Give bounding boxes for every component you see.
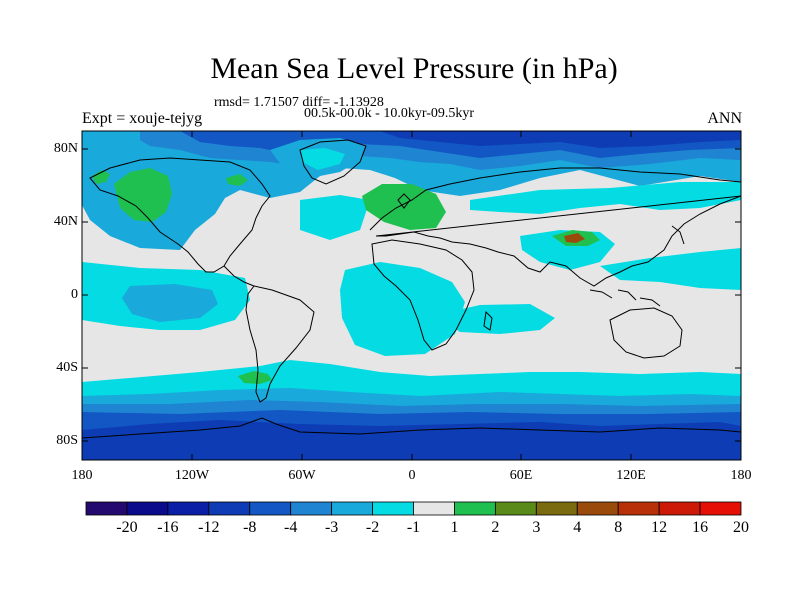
colorbar-swatch [85, 501, 128, 516]
lon-label-180e: 180 [730, 468, 752, 483]
colorbar-tick-label: 16 [692, 519, 709, 536]
colorbar-swatch [699, 501, 742, 516]
colorbar-tick-label: -12 [198, 519, 220, 536]
colorbar-tick-label: -16 [157, 519, 179, 536]
colorbar-swatch [658, 501, 701, 516]
coast-africa [371, 239, 475, 351]
field-n-atlantic-slight [300, 195, 370, 240]
field-eurasia-slight [470, 182, 741, 214]
pressure-field [82, 131, 741, 460]
colorbar-tick-label: -8 [243, 519, 257, 536]
coastlines [82, 139, 741, 439]
lat-label-0: 0 [71, 287, 78, 302]
colorbar-tick-label: -2 [365, 519, 380, 536]
lon-label-180w: 180 [71, 468, 93, 483]
coast-central-america [223, 265, 255, 287]
coast-greenland [299, 139, 367, 185]
colorbar-swatch [576, 501, 619, 516]
period-text: 00.5k-00.0k - 10.0kyr-09.5kyr [304, 106, 475, 121]
lon-label-0: 0 [408, 468, 416, 483]
season-label: ANN [707, 110, 742, 127]
field-greenland-slight [300, 148, 345, 170]
colorbar-swatch [290, 501, 333, 516]
field-antarctic-strong [82, 420, 741, 460]
colorbar-swatch [372, 501, 414, 516]
map-title: Mean Sea Level Pressure (in hPa) [210, 52, 618, 85]
colorbar-swatch [494, 501, 537, 516]
coast-europe-asia [369, 167, 741, 287]
field-pos-n-america [114, 168, 172, 222]
colorbar-swatch [249, 501, 292, 516]
coast-japan [671, 225, 685, 245]
field-pos-alaska-small [92, 170, 110, 184]
colorbar-swatch [331, 501, 373, 516]
lon-label-60e: 60E [509, 468, 533, 483]
lon-label-120e: 120E [616, 468, 646, 483]
field-pos-tibet-core [564, 233, 585, 243]
coast-se-asia-islands [589, 289, 661, 307]
lat-label-80s: 80S [56, 433, 78, 448]
colorbar-tick-label: 4 [573, 519, 582, 536]
field-pos-europe [362, 184, 446, 230]
lat-label-80n: 80N [53, 141, 78, 156]
field-pos-canada-small [226, 174, 248, 186]
colorbar-tick-label: 20 [733, 519, 749, 536]
coast-australia [609, 307, 683, 359]
colorbar-tick-label: -1 [406, 519, 421, 536]
colorbar-swatch [413, 501, 455, 516]
colorbar [85, 501, 742, 516]
field-pos-s-pacific [238, 371, 272, 384]
colorbar-tick-label: 8 [614, 519, 623, 536]
colorbar-tick-label: 12 [651, 519, 668, 536]
colorbar-tick-label: 1 [450, 519, 459, 536]
colorbar-swatch [454, 501, 496, 516]
coast-antarctica [82, 417, 741, 439]
lat-label-40s: 40S [56, 360, 78, 375]
colorbar-swatch [167, 501, 210, 516]
coast-uk [397, 193, 411, 209]
coast-north-america [89, 157, 271, 273]
field-n-pacific-slight [600, 248, 741, 290]
coast-madagascar [483, 310, 493, 331]
field-tropical-pacific-weak [122, 284, 218, 322]
colorbar-swatch [617, 501, 660, 516]
colorbar-swatch [126, 501, 169, 516]
axis-ticks [81, 131, 742, 460]
field-arctic-strong [380, 131, 741, 148]
stats-text: rmsd= 1.71507 diff= -1.13928 [214, 95, 384, 110]
colorbar-tick-label: -3 [324, 519, 339, 536]
lon-label-120w: 120W [174, 468, 210, 483]
lon-label-60w: 60W [288, 468, 316, 483]
coast-south-america [245, 285, 315, 403]
colorbar-swatch [535, 501, 578, 516]
colorbar-swatch [208, 501, 251, 516]
colorbar-tick-label: 2 [491, 519, 500, 536]
experiment-label: Expt = xouje-tejyg [82, 110, 203, 127]
field-s-atlantic-slight [340, 262, 465, 356]
lat-label-40n: 40N [53, 214, 78, 229]
colorbar-tick-label: 3 [532, 519, 541, 536]
colorbar-tick-label: -4 [284, 519, 298, 536]
colorbar-tick-label: -20 [116, 519, 138, 536]
